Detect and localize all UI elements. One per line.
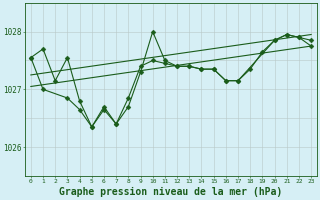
X-axis label: Graphe pression niveau de la mer (hPa): Graphe pression niveau de la mer (hPa)	[60, 187, 283, 197]
